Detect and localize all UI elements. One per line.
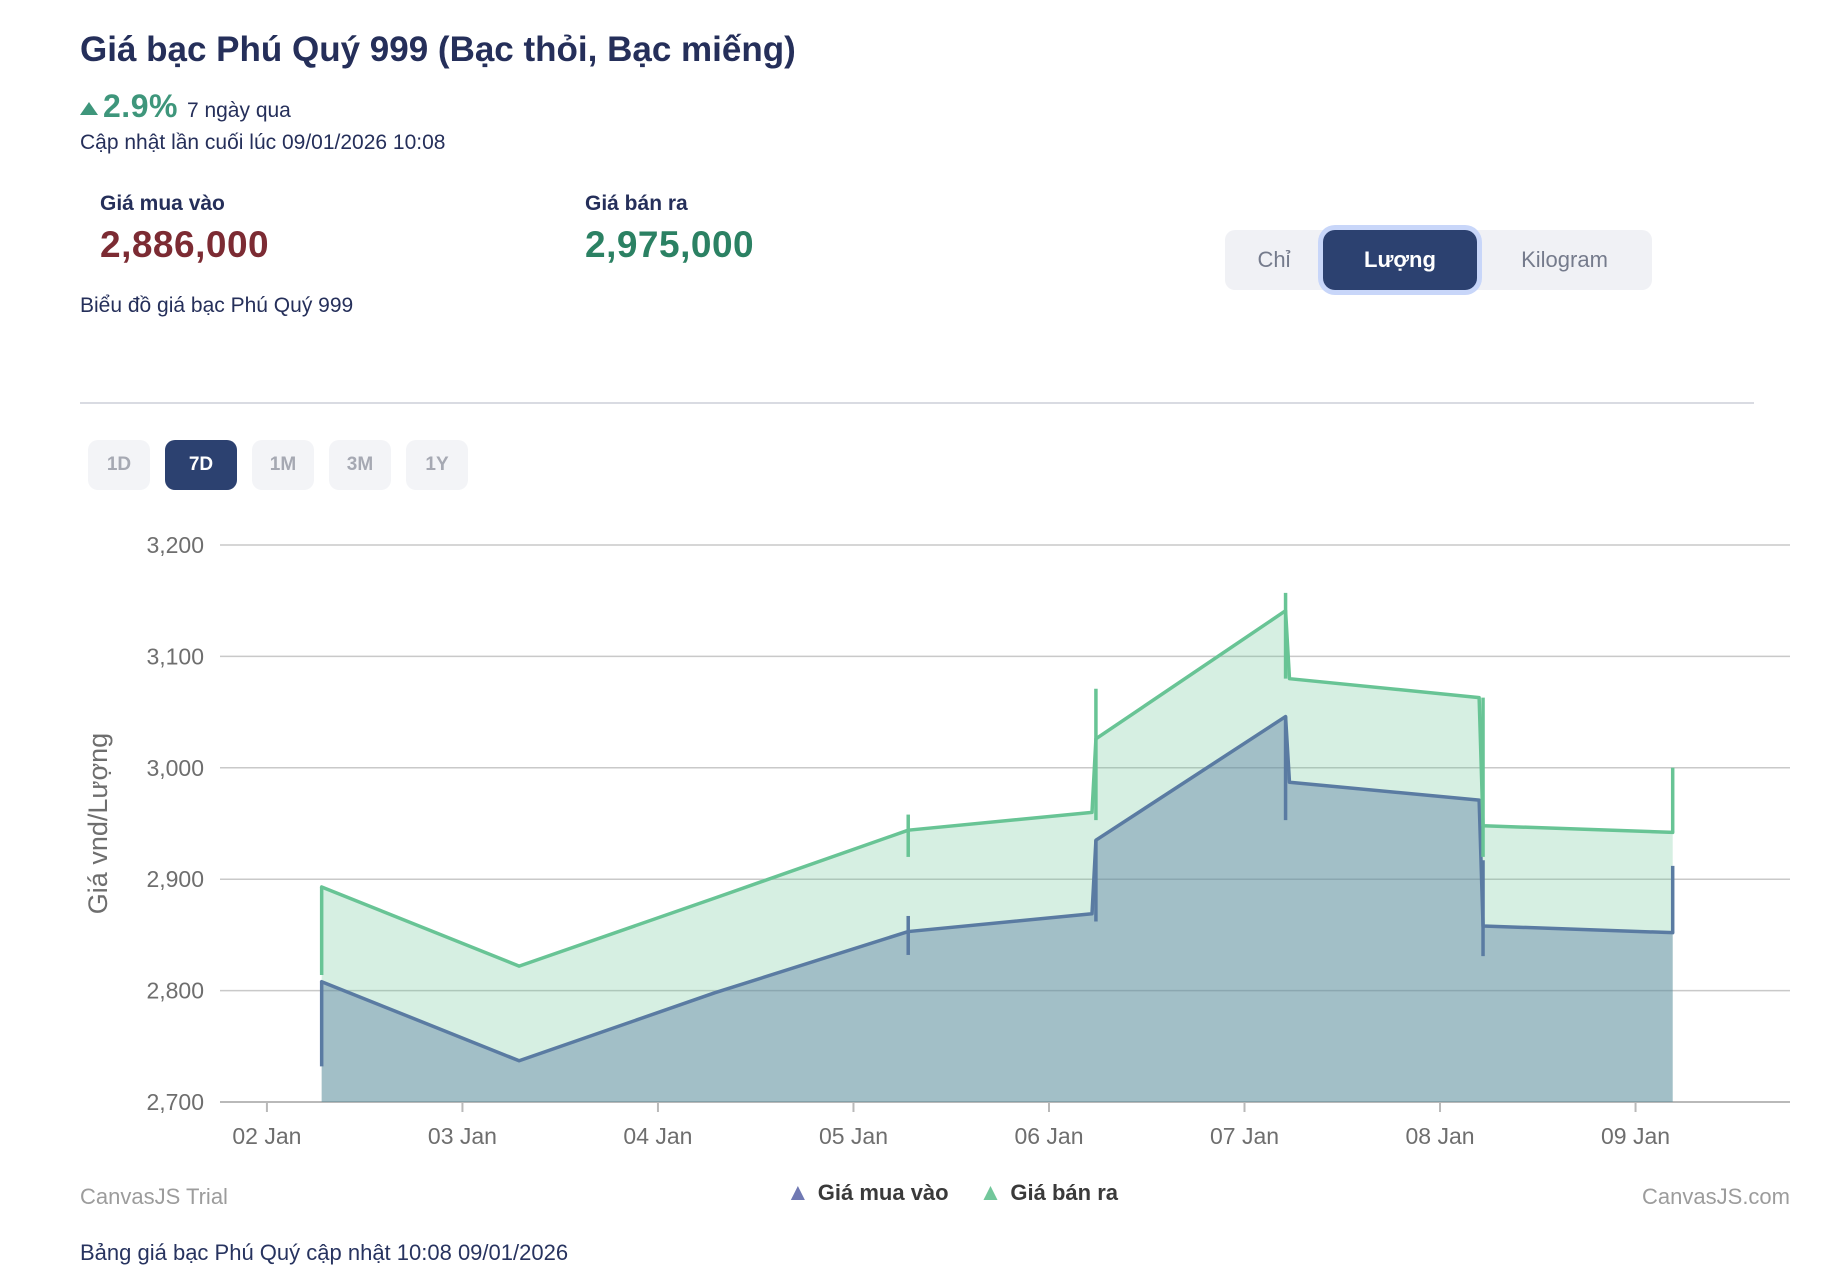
buy-price-value: 2,886,000: [100, 224, 270, 265]
range-button-group: 1D 7D 1M 3M 1Y: [88, 440, 468, 490]
sell-series-triangle-icon: ▲: [978, 1179, 1003, 1206]
unit-option-kilogram[interactable]: Kilogram: [1521, 247, 1608, 272]
y-axis-title: Giá vnd/Lượng: [83, 733, 113, 914]
legend-label-buy: Giá mua vào: [817, 1180, 949, 1205]
unit-toggle-group: Chỉ Lượng Kilogram: [1225, 230, 1652, 290]
last-updated-text: Cập nhật lần cuối lúc 09/01/2026 10:08: [80, 131, 446, 154]
y-tick-label: 2,700: [146, 1089, 204, 1115]
x-tick-label: 09 Jan: [1601, 1123, 1670, 1149]
x-tick-label: 06 Jan: [1014, 1123, 1083, 1149]
legend-item-buy[interactable]: ▲ Giá mua vào: [786, 1180, 949, 1206]
footer-update-note: Bảng giá bạc Phú Quý cập nhật 10:08 09/0…: [80, 1240, 569, 1265]
trend-up-icon: [80, 102, 98, 115]
buy-price-label: Giá mua vào: [100, 192, 225, 215]
series-line-Giá mua vào: [319, 714, 1675, 1063]
y-tick-label: 2,900: [146, 866, 204, 892]
x-tick-label: 08 Jan: [1405, 1123, 1474, 1149]
x-tick-label: 05 Jan: [819, 1123, 888, 1149]
chart-legend: ▲ Giá mua vào ▲ Giá bán ra: [786, 1180, 1118, 1206]
sell-price-block: Giá bán ra 2,975,000: [585, 192, 754, 266]
canvasjs-trial-watermark: CanvasJS Trial: [80, 1184, 228, 1209]
x-tick-label: 07 Jan: [1210, 1123, 1279, 1149]
legend-label-sell: Giá bán ra: [1010, 1180, 1118, 1205]
range-button-7d[interactable]: 7D: [165, 440, 237, 490]
change-row: 2.9% 7 ngày qua: [80, 88, 291, 125]
x-tick-label: 04 Jan: [623, 1123, 692, 1149]
unit-option-luong[interactable]: Lượng: [1323, 230, 1477, 290]
canvasjs-credit-link[interactable]: CanvasJS.com: [1642, 1184, 1790, 1209]
range-button-1m[interactable]: 1M: [252, 440, 314, 490]
series-area-Giá mua vào: [321, 716, 1673, 1102]
change-period: 7 ngày qua: [186, 98, 291, 122]
sell-price-value: 2,975,000: [585, 224, 755, 265]
change-percent: 2.9%: [103, 88, 178, 124]
range-button-3m[interactable]: 3M: [329, 440, 391, 490]
series-area-Giá bán ra: [321, 610, 1673, 1102]
page-title: Giá bạc Phú Quý 999 (Bạc thỏi, Bạc miếng…: [80, 30, 796, 69]
sell-price-label: Giá bán ra: [585, 192, 688, 215]
y-tick-label: 3,000: [146, 755, 204, 781]
legend-item-sell[interactable]: ▲ Giá bán ra: [979, 1180, 1118, 1206]
series-line-Giá bán ra: [319, 608, 1675, 968]
buy-series-triangle-icon: ▲: [786, 1179, 810, 1206]
x-tick-label: 03 Jan: [428, 1123, 497, 1149]
y-tick-label: 2,800: [146, 978, 204, 1004]
chart-section-title: Biểu đồ giá bạc Phú Quý 999: [80, 294, 354, 317]
y-tick-label: 3,100: [146, 643, 204, 669]
section-divider: [80, 402, 1754, 404]
unit-option-chi[interactable]: Chỉ: [1257, 247, 1291, 272]
x-tick-label: 02 Jan: [232, 1123, 301, 1149]
range-button-1d[interactable]: 1D: [88, 440, 150, 490]
y-tick-label: 3,200: [146, 532, 204, 558]
range-button-1y[interactable]: 1Y: [406, 440, 468, 490]
buy-price-block: Giá mua vào 2,886,000: [100, 192, 269, 266]
